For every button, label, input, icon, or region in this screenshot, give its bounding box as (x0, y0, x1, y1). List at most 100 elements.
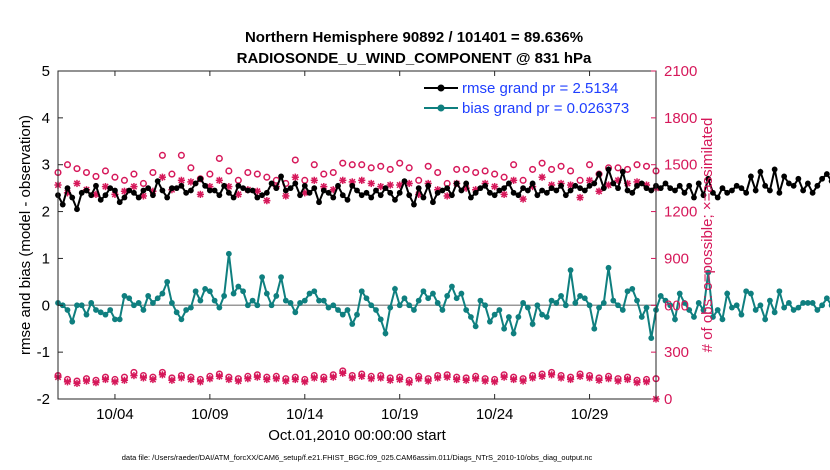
obs-assimilated-marker (367, 179, 375, 188)
rmse-point (368, 194, 375, 201)
rmse-point (795, 175, 802, 182)
obs-possible-marker (424, 162, 432, 170)
rmse-point (733, 182, 740, 189)
obs-assimilated-marker (244, 375, 252, 383)
rmse-point (643, 185, 650, 192)
obs-assimilated-stroke (510, 177, 517, 184)
bias-point (577, 293, 583, 299)
obs-assimilated-marker (196, 190, 204, 198)
bias-point (767, 297, 773, 304)
rmse-point (131, 189, 137, 196)
rmse-point (691, 194, 697, 201)
obs-assimilated-marker (595, 187, 603, 195)
rmse-point (354, 187, 360, 194)
rmse-point (515, 192, 522, 199)
obs-assimilated-stroke (111, 378, 119, 386)
x-axis-label: Oct.01,2010 00:00:00 start (268, 427, 446, 444)
obs-assimilated-marker (377, 374, 385, 382)
rmse-point (102, 192, 109, 199)
rmse-point (520, 185, 527, 192)
rmse-point (382, 185, 389, 192)
obs-possible-marker (111, 173, 119, 181)
bias-point (97, 309, 104, 316)
rmse-point (714, 194, 721, 201)
bias-point (496, 307, 503, 313)
obs-assimilated-marker (310, 176, 318, 184)
obs-possible-marker (623, 165, 632, 173)
rmse-point (335, 182, 341, 189)
obs-possible-marker (187, 164, 195, 172)
obs-assimilated-marker (415, 375, 423, 383)
rmse-point (781, 173, 788, 180)
y-tick-label-right: 2100 (664, 63, 697, 80)
bias-point (743, 288, 750, 295)
legend-bias-label: bias grand pr = 0.026373 (462, 100, 629, 117)
obs-assimilated-marker (604, 181, 613, 189)
bias-point (562, 302, 569, 309)
rmse-point (107, 185, 114, 192)
rmse-point (287, 185, 294, 192)
x-tick-label: 10/19 (381, 406, 419, 423)
rmse-point (202, 182, 209, 189)
bias-point (150, 300, 156, 306)
rmse-point (562, 192, 569, 199)
obs-assimilated-marker (623, 375, 632, 384)
bias-point (800, 300, 807, 306)
bias-point (297, 300, 303, 306)
rmse-point (254, 194, 261, 201)
obs-assimilated-marker (348, 374, 356, 382)
obs-assimilated-stroke (187, 376, 195, 383)
obs-assimilated-stroke (130, 183, 138, 190)
bias-point (411, 307, 417, 313)
bias-point (187, 304, 194, 311)
rmse-point (173, 185, 180, 192)
bias-point (458, 290, 465, 297)
rmse-point (78, 189, 85, 196)
obs-assimilated-marker (158, 173, 167, 181)
obs-assimilated-stroke (481, 377, 489, 385)
obs-assimilated-marker (576, 193, 584, 202)
obs-possible-marker (63, 161, 72, 169)
bias-point (567, 267, 574, 274)
bias-point (610, 297, 617, 304)
bias-point (335, 307, 341, 313)
obs-assimilated-marker (158, 371, 167, 379)
rmse-point (482, 182, 489, 189)
bias-point (382, 330, 389, 337)
obs-assimilated-stroke (311, 374, 318, 382)
bias-point (173, 309, 180, 316)
obs-possible-marker (642, 162, 651, 170)
rmse-point (292, 180, 299, 187)
bias-point (672, 316, 678, 323)
obs-possible-marker (519, 176, 527, 184)
rmse-point (268, 180, 275, 187)
obs-assimilated-marker (320, 375, 328, 384)
footer-data-file: data file: /Users/raeder/DAI/ATM_forcXX/… (122, 453, 593, 462)
obs-assimilated-stroke (396, 376, 403, 383)
obs-assimilated-stroke (377, 374, 384, 382)
rmse-point (377, 192, 384, 199)
rmse-point (534, 192, 541, 199)
bias-point (282, 297, 289, 304)
rmse-point (501, 185, 508, 192)
bias-point (643, 304, 650, 311)
obs-possible-marker (557, 162, 565, 170)
bias-point (534, 302, 541, 309)
bias-point (344, 307, 351, 313)
rmse-point (183, 189, 190, 196)
bias-point (230, 290, 237, 297)
bias-point (710, 314, 716, 320)
bias-point (520, 300, 527, 306)
bias-point (221, 293, 228, 299)
rmse-point (306, 189, 313, 196)
y-tick-label-right: 1200 (664, 204, 697, 221)
obs-possible-marker (358, 161, 366, 169)
rmse-point (420, 194, 427, 201)
rmse-point (387, 189, 394, 196)
obs-assimilated-marker (73, 379, 81, 387)
bias-point (339, 311, 346, 318)
obs-assimilated-stroke (320, 376, 328, 383)
rmse-point (752, 187, 759, 194)
obs-assimilated-marker (386, 181, 394, 189)
bias-point (453, 295, 460, 302)
